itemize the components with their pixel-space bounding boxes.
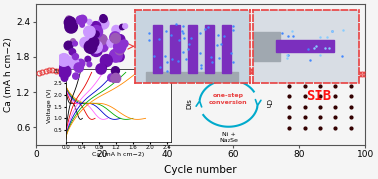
Y-axis label: Ca (mA h cm−2): Ca (mA h cm−2) [4,37,13,112]
X-axis label: Cycle number: Cycle number [164,165,237,175]
